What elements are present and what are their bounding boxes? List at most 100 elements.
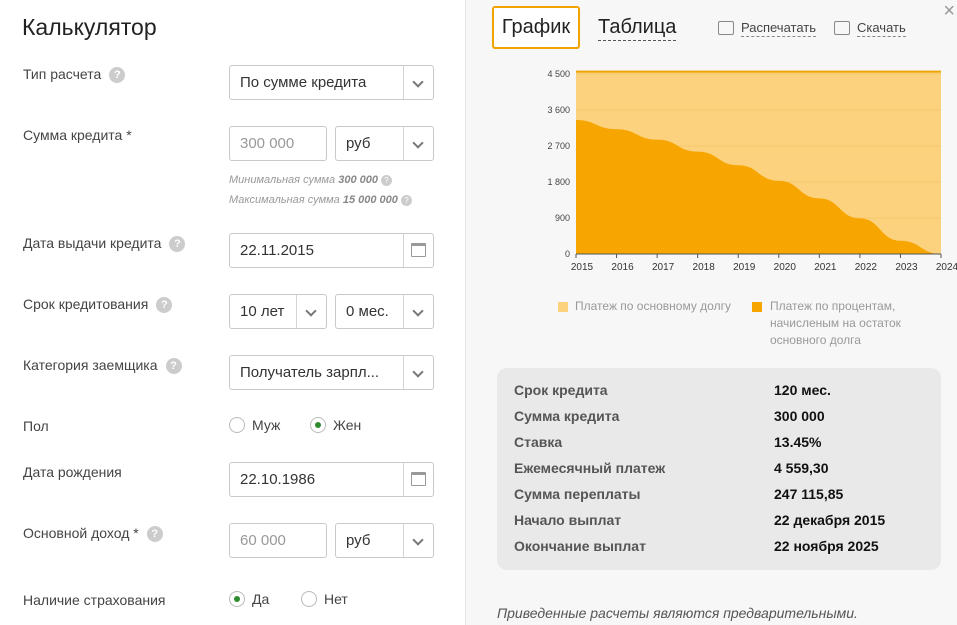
- summary-value: 22 декабря 2015: [774, 512, 886, 528]
- calendar-icon[interactable]: [403, 234, 433, 267]
- issue-date-input[interactable]: 22.11.2015: [229, 233, 434, 268]
- birth-date-label: Дата рождения: [23, 464, 122, 480]
- radio-circle[interactable]: [229, 417, 245, 433]
- loan-summary: Срок кредита 120 мес. Сумма кредита 300 00…: [497, 368, 941, 570]
- income-label-text: Основной доход *: [23, 525, 139, 541]
- radio-circle[interactable]: [301, 591, 317, 607]
- term-years-select[interactable]: 10 лет: [229, 294, 327, 329]
- term-years-value: 10 лет: [240, 303, 285, 320]
- issue-date-value: 22.11.2015: [240, 242, 314, 259]
- x-tick-label: 2024: [936, 262, 957, 273]
- chevron-down-icon[interactable]: [403, 66, 433, 99]
- help-icon[interactable]: ?: [380, 175, 392, 186]
- x-tick-label: 2019: [733, 262, 756, 273]
- insurance-label: Наличие страхования: [23, 592, 166, 608]
- max-hint-value: 15 000 000: [342, 194, 398, 206]
- radio-circle-selected[interactable]: [310, 417, 326, 433]
- summary-label: Ежемесячный платеж: [514, 460, 666, 476]
- help-icon[interactable]: ?: [156, 297, 173, 314]
- insurance-yes-radio[interactable]: Да: [229, 591, 269, 607]
- y-tick-label: 2 700: [547, 141, 570, 151]
- min-hint-text: Минимальная сумма: [229, 174, 336, 186]
- legend-principal-swatch: [558, 302, 568, 312]
- radio-circle-selected[interactable]: [229, 591, 245, 607]
- summary-value: 300 000: [774, 408, 825, 424]
- min-amount-hint: Минимальная сумма 300 000?: [229, 174, 392, 186]
- x-tick-label: 2022: [855, 262, 878, 273]
- summary-value: 4 559,30: [774, 460, 829, 476]
- summary-value: 247 115,85: [774, 486, 844, 502]
- summary-label: Срок кредита: [514, 382, 608, 398]
- help-icon[interactable]: ?: [146, 526, 163, 543]
- term-label-text: Срок кредитования: [23, 296, 149, 312]
- term-label: Срок кредитования?: [23, 296, 173, 314]
- results-panel: График Таблица Распечатать Скачать × 4 5…: [465, 0, 957, 625]
- summary-label: Сумма переплаты: [514, 486, 641, 502]
- issue-date-label: Дата выдачи кредита?: [23, 235, 186, 253]
- summary-row: Сумма переплаты 247 115,85: [514, 486, 843, 502]
- calendar-icon[interactable]: [403, 463, 433, 496]
- summary-value: 22 ноября 2025: [774, 538, 879, 554]
- term-months-select[interactable]: 0 мес.: [335, 294, 434, 329]
- insurance-no-label: Нет: [324, 591, 348, 607]
- chevron-down-icon[interactable]: [403, 356, 433, 389]
- gender-female-label: Жен: [333, 417, 362, 433]
- borrower-category-label-text: Категория заемщика: [23, 357, 158, 373]
- gender-label: Пол: [23, 418, 49, 434]
- help-icon[interactable]: ?: [109, 67, 126, 84]
- summary-label: Начало выплат: [514, 512, 622, 528]
- help-icon[interactable]: ?: [165, 358, 182, 375]
- y-tick-label: 0: [565, 249, 570, 259]
- disclaimer-note: Приведенные расчеты являются предварител…: [497, 605, 858, 621]
- y-tick-label: 1 800: [547, 177, 570, 187]
- birth-date-input[interactable]: 22.10.1986: [229, 462, 434, 497]
- printer-icon[interactable]: [718, 21, 734, 35]
- chevron-down-icon[interactable]: [403, 295, 433, 328]
- close-icon[interactable]: ×: [943, 0, 955, 22]
- summary-label: Сумма кредита: [514, 408, 620, 424]
- chevron-down-icon[interactable]: [403, 127, 433, 160]
- income-input[interactable]: 60 000: [229, 523, 327, 558]
- income-currency-select[interactable]: руб: [335, 523, 434, 558]
- borrower-category-select[interactable]: Получатель зарпл...: [229, 355, 434, 390]
- insurance-yes-label: Да: [252, 591, 270, 607]
- summary-row: Ставка 13.45%: [514, 434, 821, 450]
- loan-amount-input[interactable]: 300 000: [229, 126, 327, 161]
- calc-type-select[interactable]: По сумме кредита: [229, 65, 434, 100]
- gender-male-radio[interactable]: Муж: [229, 417, 280, 433]
- insurance-no-radio[interactable]: Нет: [301, 591, 348, 607]
- x-tick-label: 2021: [814, 262, 837, 273]
- x-tick-label: 2016: [611, 262, 634, 273]
- loan-currency-select[interactable]: руб: [335, 126, 434, 161]
- calculator-title: Калькулятор: [22, 14, 157, 40]
- max-hint-text: Максимальная сумма: [229, 194, 340, 206]
- term-months-value: 0 мес.: [346, 303, 389, 320]
- help-icon[interactable]: ?: [400, 195, 412, 206]
- chevron-down-icon[interactable]: [296, 295, 326, 328]
- issue-date-label-text: Дата выдачи кредита: [23, 235, 162, 251]
- tab-table[interactable]: Таблица: [598, 14, 677, 41]
- calc-type-label-text: Тип расчета: [23, 66, 102, 82]
- legend-interest: Платеж по процентам, начисленым на остат…: [770, 298, 901, 349]
- x-tick-label: 2015: [571, 262, 594, 273]
- summary-label: Окончание выплат: [514, 538, 646, 554]
- min-hint-value: 300 000: [338, 174, 378, 186]
- download-icon[interactable]: [834, 21, 850, 35]
- x-tick-label: 2018: [693, 262, 716, 273]
- help-icon[interactable]: ?: [169, 236, 186, 253]
- gender-male-label: Муж: [252, 417, 281, 433]
- summary-row: Сумма кредита 300 000: [514, 408, 825, 424]
- print-link[interactable]: Распечатать: [741, 20, 817, 37]
- legend-interest-line3: основного долга: [770, 333, 861, 347]
- gender-female-radio[interactable]: Жен: [310, 417, 361, 433]
- tab-chart[interactable]: График: [492, 6, 580, 49]
- y-tick-label: 900: [555, 213, 570, 223]
- download-link[interactable]: Скачать: [857, 20, 906, 37]
- birth-date-value: 22.10.1986: [240, 471, 316, 488]
- chevron-down-icon[interactable]: [403, 524, 433, 557]
- y-tick-label: 4 500: [547, 69, 570, 79]
- summary-row: Ежемесячный платеж 4 559,30: [514, 460, 829, 476]
- summary-row: Срок кредита 120 мес.: [514, 382, 831, 398]
- borrower-category-value: Получатель зарпл...: [240, 364, 380, 381]
